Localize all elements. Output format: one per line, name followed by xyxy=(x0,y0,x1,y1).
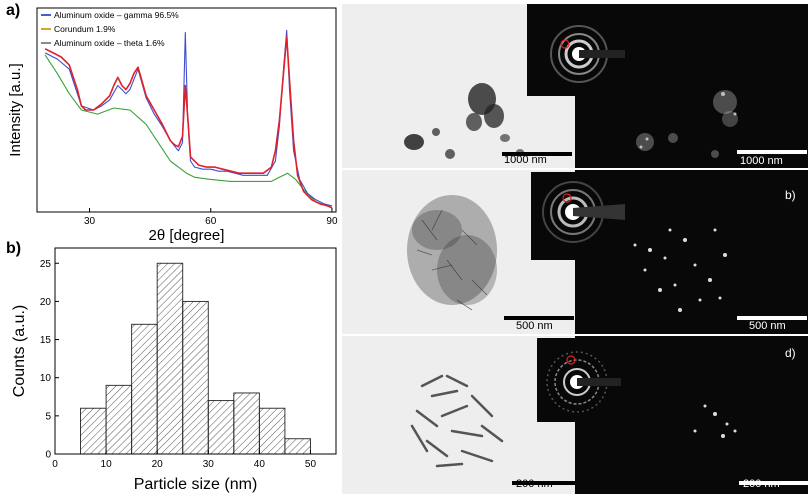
histogram-bar xyxy=(105,384,133,455)
histogram-y-tick-label: 25 xyxy=(40,259,52,270)
xrd-x-tick-label: 30 xyxy=(84,216,96,227)
histogram-y-tick-label: 15 xyxy=(40,335,52,346)
histogram-bar xyxy=(207,400,235,455)
bright-particles-e xyxy=(693,404,737,438)
particle-agglomerate-d xyxy=(407,195,497,311)
histogram-y-axis-label: Counts (a.u.) xyxy=(11,305,28,397)
rod-particles-e xyxy=(410,374,504,468)
bright-particles-d xyxy=(633,228,727,312)
scale-bar-d-left xyxy=(504,316,574,320)
diffraction-inset-c xyxy=(527,4,625,96)
xrd-x-axis-label: 2θ [degree] xyxy=(149,227,225,244)
histogram-x-tick-label: 50 xyxy=(305,459,317,470)
xrd-y-axis-label: Intensity [a.u.] xyxy=(7,63,24,156)
histogram-y-tick-label: 5 xyxy=(45,411,51,422)
particle-agglomerates-c xyxy=(404,83,524,159)
xrd-x-tick-label: 90 xyxy=(326,216,338,227)
diffraction-rings-c xyxy=(550,25,625,83)
panel-label-a: a) xyxy=(6,2,21,19)
histogram-x-axis-label: Particle size (nm) xyxy=(134,476,258,493)
scale-label-e-left: 200 nm xyxy=(516,478,553,490)
histogram-bar xyxy=(156,262,184,455)
diffraction-spots-e xyxy=(546,351,621,413)
xrd-series-1 xyxy=(44,54,333,209)
scale-label-c-left: 1000 nm xyxy=(504,154,547,166)
histogram-y-tick-label: 10 xyxy=(40,373,52,384)
xrd-chart: 30 60 90 2θ [degree] Intensity [a.u.] Aluminu… xyxy=(7,7,338,244)
scale-bar-c-right xyxy=(737,150,807,154)
diffraction-inset-e xyxy=(537,338,621,422)
scale-bar-d-right xyxy=(737,316,807,320)
histogram-x-tick-label: 10 xyxy=(101,459,113,470)
xrd-legend-label: Corundum 1.9% xyxy=(54,24,116,34)
histogram-y-tick-label: 0 xyxy=(45,450,51,461)
histogram-bar xyxy=(131,323,158,455)
bright-particles-c xyxy=(636,90,738,158)
scale-bar-c-left xyxy=(502,152,572,156)
histogram-y-tick-label: 20 xyxy=(40,297,52,308)
scale-label-d-left: 500 nm xyxy=(516,320,553,332)
xrd-x-tick-label: 60 xyxy=(205,216,217,227)
scale-label-e-right: 200 nm xyxy=(743,478,780,490)
scale-bar-e-right xyxy=(739,481,808,485)
histogram-frame xyxy=(54,247,337,455)
inner-label-d: b) xyxy=(785,188,796,202)
histogram-bar xyxy=(233,392,260,455)
histogram-x-tick-label: 20 xyxy=(152,459,164,470)
xrd-series-2 xyxy=(44,35,333,209)
inner-label-e: d) xyxy=(785,346,796,360)
diffraction-inset-d xyxy=(531,172,625,260)
histogram-x-tick-label: 30 xyxy=(203,459,215,470)
histogram-bar xyxy=(182,300,209,455)
xrd-legend-label: Aluminum oxide – gamma 96.5% xyxy=(54,10,179,20)
scale-bar-e-left xyxy=(512,481,575,485)
histogram-bar xyxy=(258,407,286,455)
scale-label-c-right: 1000 nm xyxy=(740,155,783,167)
histogram-chart: 0 10 20 30 40 50 0 5 10 15 20 25 Particle size (nm) C… xyxy=(11,247,337,493)
xrd-legend-label: Aluminum oxide – theta 1.6% xyxy=(54,38,165,48)
diffraction-rings-d xyxy=(542,181,625,243)
tem-bright-field-e: 200 nm xyxy=(342,336,575,494)
scale-label-d-right: 500 nm xyxy=(749,320,786,332)
histogram-x-tick-label: 0 xyxy=(52,459,58,470)
histogram-x-tick-label: 40 xyxy=(254,459,266,470)
histogram-bar xyxy=(80,407,107,455)
panel-label-b: b) xyxy=(6,240,22,257)
histogram-bar xyxy=(284,438,311,455)
